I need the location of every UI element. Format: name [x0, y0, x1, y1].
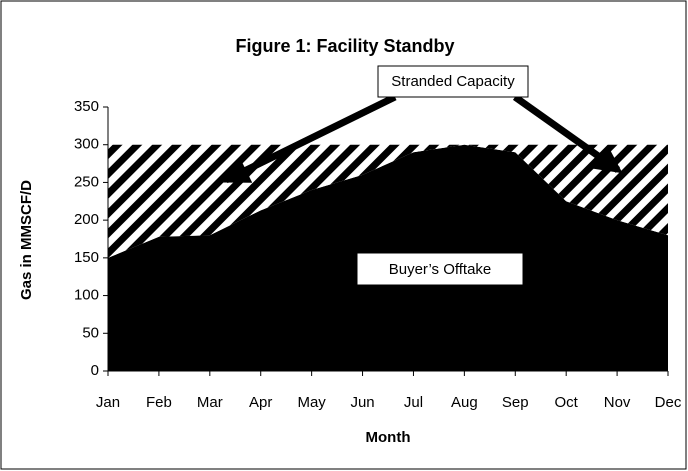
arrow: [220, 93, 397, 184]
x-tick-label: Feb: [146, 394, 172, 411]
x-axis-label: Month: [366, 429, 411, 446]
series-label: Stranded Capacity: [391, 73, 515, 90]
y-tick-label: 350: [74, 98, 99, 115]
x-tick-label: Nov: [604, 394, 631, 411]
annotations: Stranded Capacity Buyer’s Offtake: [220, 65, 623, 286]
x-tick-label: Mar: [197, 394, 223, 411]
x-tick-label: Jul: [404, 394, 423, 411]
y-tick-label: 250: [74, 173, 99, 190]
series-label: Buyer’s Offtake: [389, 261, 492, 278]
y-tick-label: 150: [74, 249, 99, 266]
chart-title: Figure 1: Facility Standby: [235, 36, 454, 56]
y-tick-label: 200: [74, 211, 99, 228]
x-tick-label: Apr: [249, 394, 272, 411]
y-axis-label: Gas in MMSCF/D: [18, 180, 35, 300]
x-tick-label: May: [297, 394, 326, 411]
x-tick-label: Aug: [451, 394, 478, 411]
y-tick-label: 0: [91, 362, 99, 379]
x-tick-label: Jun: [350, 394, 374, 411]
x-tick-label: Sep: [502, 394, 529, 411]
y-tick-label: 50: [82, 324, 99, 341]
y-tick-label: 300: [74, 136, 99, 153]
x-tick-label: Oct: [555, 394, 579, 411]
y-tick-label: 100: [74, 287, 99, 304]
x-tick-label: Dec: [655, 394, 682, 411]
x-tick-label: Jan: [96, 394, 120, 411]
callout-box: [356, 252, 524, 286]
callout-box: [377, 65, 529, 98]
arrow: [512, 94, 623, 174]
